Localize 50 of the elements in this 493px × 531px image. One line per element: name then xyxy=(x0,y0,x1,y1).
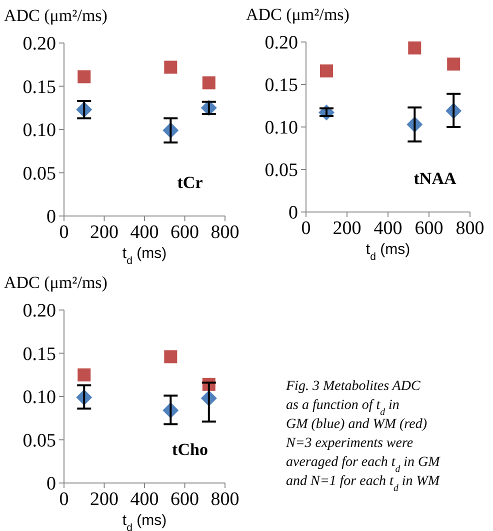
point xyxy=(408,41,422,54)
point xyxy=(447,58,460,71)
x-tick-label: 800 xyxy=(210,222,240,243)
y-tick-label: 0.20 xyxy=(264,32,298,54)
text: tCho xyxy=(172,440,208,459)
x-tick-label: 0 xyxy=(301,218,311,239)
text: N=3 experiments were xyxy=(285,436,414,451)
x-axis-title: t$_{d}$ (ms) xyxy=(122,512,167,531)
y-tick-label: 0.10 xyxy=(264,118,298,139)
text: as a function of t$_{d}$ in xyxy=(286,398,400,418)
x-tick-label: 200 xyxy=(90,489,118,510)
text: tNAA xyxy=(414,169,457,188)
x-tick-label: 800 xyxy=(210,489,240,510)
y-tick-label: 0.05 xyxy=(264,160,298,182)
x-tick-label: 600 xyxy=(170,222,199,243)
y-axis-title: ADC (μm²/ms) xyxy=(4,6,108,25)
point xyxy=(320,64,333,78)
y-tick-label: 0.15 xyxy=(22,344,56,365)
text: averaged for each t$_{d}$ in GM xyxy=(286,455,442,474)
x-tick-label: 800 xyxy=(456,218,484,239)
point xyxy=(78,368,91,382)
x-axis-title: t$_{d}$ (ms) xyxy=(122,245,167,267)
x-tick-label: 600 xyxy=(170,489,199,510)
x-tick-label: 600 xyxy=(414,218,444,239)
y-tick-label: 0.15 xyxy=(22,76,56,98)
y-tick-label: 0.20 xyxy=(22,34,56,55)
x-tick-label: 400 xyxy=(374,218,402,239)
x-tick-label: 400 xyxy=(130,489,159,510)
point xyxy=(202,76,216,90)
x-tick-label: 200 xyxy=(332,218,362,239)
text: GM (blue) and WM (red) xyxy=(286,417,428,432)
y-axis-title: ADC (μm²/ms) xyxy=(4,273,108,292)
y-axis-title: ADC (μm²/ms) xyxy=(246,5,350,24)
y-tick-label: 0 xyxy=(288,202,298,224)
y-tick-label: 0.10 xyxy=(22,120,56,142)
point xyxy=(78,70,91,84)
text: tCr xyxy=(177,173,204,192)
y-tick-label: 0.20 xyxy=(22,300,56,322)
y-tick-label: 0.05 xyxy=(22,163,56,184)
point xyxy=(164,350,178,364)
caption: Fig. 3 Metabolites ADC xyxy=(285,379,421,394)
y-tick-label: 0.10 xyxy=(22,387,56,408)
point xyxy=(164,60,178,74)
text: and N=1 for each t$_{d}$ in WM xyxy=(286,474,441,494)
y-tick-label: 0.05 xyxy=(22,430,56,452)
x-tick-label: 200 xyxy=(90,222,118,243)
y-tick-label: 0.15 xyxy=(264,75,298,96)
y-tick-label: 0 xyxy=(46,474,56,495)
x-axis-title: t$_{d}$ (ms) xyxy=(366,241,410,263)
x-tick-label: 400 xyxy=(130,222,159,243)
